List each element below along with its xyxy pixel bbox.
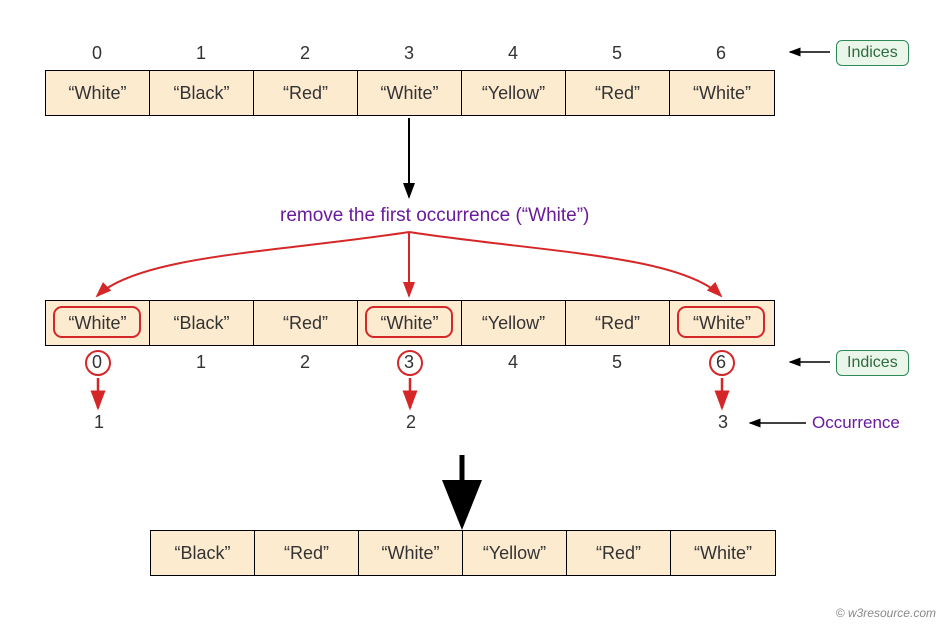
array1-cell: “Red” <box>254 71 358 115</box>
array1-cell: “White” <box>670 71 774 115</box>
array2-cell: “White” <box>46 301 150 345</box>
array3: “Black” “Red” “White” “Yellow” “Red” “Wh… <box>150 530 776 576</box>
watermark: © w3resource.com <box>836 606 936 620</box>
caption-remove-first: remove the first occurrence (“White”) <box>280 205 589 227</box>
array1-index: 3 <box>357 43 461 64</box>
array1-cell: “White” <box>358 71 462 115</box>
array2-cell: “Yellow” <box>462 301 566 345</box>
array1: “White” “Black” “Red” “White” “Yellow” “… <box>45 70 775 116</box>
array2-cell: “Red” <box>254 301 358 345</box>
array1-cell: “Yellow” <box>462 71 566 115</box>
array2-index: 4 <box>461 352 565 373</box>
occurrence-number: 1 <box>94 412 104 433</box>
array2-index: 3 <box>357 352 461 373</box>
array1-indices-row: 0 1 2 3 4 5 6 <box>45 43 773 64</box>
occurrence-label: Occurrence <box>812 413 900 433</box>
array3-cell: “Yellow” <box>463 531 567 575</box>
array1-index: 2 <box>253 43 357 64</box>
array2-index: 5 <box>565 352 669 373</box>
array3-cell: “Red” <box>567 531 671 575</box>
array1-index: 4 <box>461 43 565 64</box>
array2: “White” “Black” “Red” “White” “Yellow” “… <box>45 300 775 346</box>
array1-index: 0 <box>45 43 149 64</box>
array2-index: 0 <box>45 352 149 373</box>
array2-cell: “Black” <box>150 301 254 345</box>
array3-cell: “Black” <box>151 531 255 575</box>
array3-cell: “White” <box>359 531 463 575</box>
array1-cell: “White” <box>46 71 150 115</box>
array1-index: 5 <box>565 43 669 64</box>
array3-cell: “White” <box>671 531 775 575</box>
array2-cell: “White” <box>358 301 462 345</box>
array1-cell: “Black” <box>150 71 254 115</box>
array2-indices-row: 0 1 2 3 4 5 6 <box>45 352 773 373</box>
array3-cell: “Red” <box>255 531 359 575</box>
occurrence-number: 3 <box>718 412 728 433</box>
array2-cell: “Red” <box>566 301 670 345</box>
array1-index: 1 <box>149 43 253 64</box>
array2-index: 6 <box>669 352 773 373</box>
occurrence-number: 2 <box>406 412 416 433</box>
indices-label-top: Indices <box>836 40 909 66</box>
indices-label-bottom: Indices <box>836 350 909 376</box>
array2-index: 2 <box>253 352 357 373</box>
array1-index: 6 <box>669 43 773 64</box>
array2-index: 1 <box>149 352 253 373</box>
array1-cell: “Red” <box>566 71 670 115</box>
array2-cell: “White” <box>670 301 774 345</box>
